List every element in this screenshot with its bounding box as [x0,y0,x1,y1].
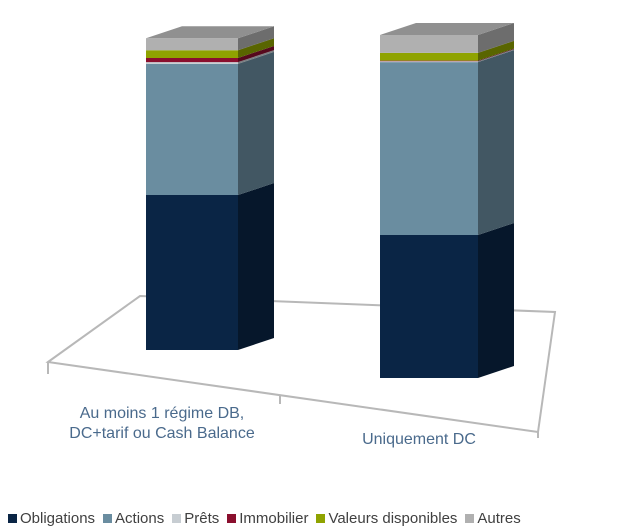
bar-segment-1-4 [380,52,478,61]
legend-item-3: Immobilier [227,510,308,527]
legend-label-1: Actions [115,509,165,527]
bars-group [146,23,514,378]
legend-label-5: Autres [477,509,521,527]
bar-segment-0-4 [146,50,238,58]
bar-segment-side-0-3 [238,45,274,63]
bar-segment-side-1-4 [478,40,514,61]
bar-segment-0-3 [146,57,238,63]
bar-segment-side-0-0 [238,183,274,350]
legend-item-4: Valeurs disponibles [316,510,457,527]
bar-segment-0-0 [146,195,238,350]
bar-top-0 [146,26,274,39]
legend-swatch-2 [172,513,182,523]
bar-segment-0-1 [146,63,238,196]
bar-top-1 [380,23,514,36]
bar-segment-1-0 [380,234,478,378]
legend-label-2: Prêts [184,509,220,527]
legend-swatch-5 [465,513,475,523]
bar-segment-side-1-2 [478,49,514,63]
chart-legend: Obligations Actions Prêts Immobilier Valeurs… [8,508,635,528]
legend-swatch-4 [316,513,326,523]
bar-segment-side-1-1 [478,50,514,235]
category-label-1: Uniquement DC [362,431,476,448]
bar-segment-1-5 [380,35,478,53]
legend-swatch-0 [8,513,17,523]
legend-item-1: Actions [103,510,164,527]
bar-segment-side-1-0 [478,222,514,378]
legend-item-5: Autres [465,509,521,527]
legend-item-0: Obligations [8,510,95,527]
bar-segment-side-0-4 [238,38,274,58]
legend-swatch-1 [103,513,113,523]
legend-item-2: Prêts [172,510,219,527]
category-label-0: Au moins 1 régime DB, DC+tarif ou Cash B… [69,405,255,442]
bar-segment-0-2 [146,62,238,64]
bar-segment-side-0-2 [238,50,274,64]
bar-segment-side-1-5 [478,23,514,53]
bar-segment-1-3 [380,60,478,62]
bar-segment-1-1 [380,62,478,235]
bar-segment-side-0-1 [238,51,274,196]
bar-segment-1-2 [380,61,478,63]
legend-label-3: Immobilier [239,509,309,527]
bar-segment-side-1-3 [478,48,514,62]
bar-segment-0-5 [146,38,238,51]
legend-swatch-3 [227,513,237,523]
legend-label-4: Valeurs disponibles [328,509,458,527]
bar-segment-side-0-5 [238,26,274,51]
chart-floor [45,294,557,434]
legend-label-0: Obligations [20,509,96,527]
